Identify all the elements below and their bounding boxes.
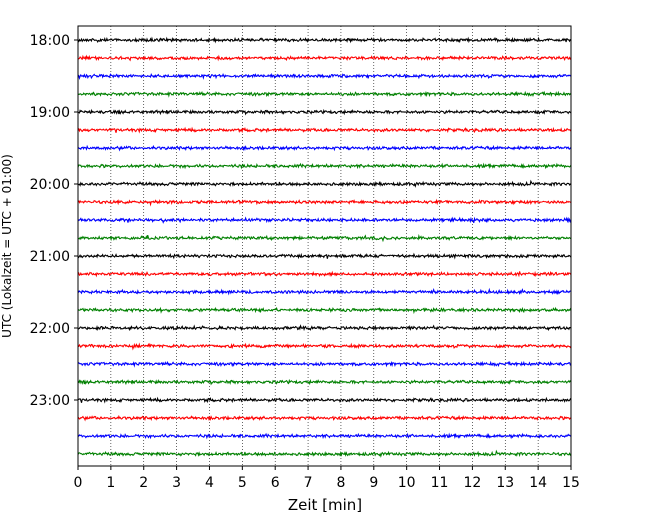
trace-18:45 xyxy=(77,90,572,98)
trace-21:30 xyxy=(77,287,572,296)
x-tick-label: 6 xyxy=(271,475,280,491)
x-tick-label: 1 xyxy=(106,475,115,491)
x-tick-label: 12 xyxy=(463,475,481,491)
x-tick-label: 15 xyxy=(562,475,580,491)
x-tick-label: 10 xyxy=(398,475,416,491)
x-axis-label: Zeit [min] xyxy=(288,496,362,514)
trace-19:45 xyxy=(77,162,572,170)
y-tick-label: 20:00 xyxy=(30,177,70,193)
trace-18:00 xyxy=(77,36,572,44)
y-tick-label: 19:00 xyxy=(30,105,70,121)
x-tick-label: 0 xyxy=(74,475,83,491)
x-tick-label: 8 xyxy=(336,475,345,491)
trace-20:45 xyxy=(77,233,572,243)
trace-22:45 xyxy=(77,378,572,386)
y-tick-label: 18:00 xyxy=(30,33,70,49)
x-tick-label: 11 xyxy=(431,475,449,491)
plot-frame xyxy=(77,25,572,467)
trace-18:30 xyxy=(77,72,572,80)
y-axis-label: UTC (Lokalzeit = UTC + 01:00) xyxy=(0,154,14,338)
trace-19:30 xyxy=(77,144,572,152)
trace-20:00 xyxy=(77,179,572,188)
x-tick-label: 2 xyxy=(139,475,148,491)
trace-23:30 xyxy=(77,432,572,440)
x-tick-label: 5 xyxy=(238,475,247,491)
trace-22:15 xyxy=(77,342,572,351)
trace-23:15 xyxy=(77,414,572,422)
trace-21:15 xyxy=(77,270,572,278)
y-tick-label: 21:00 xyxy=(30,249,70,265)
trace-19:15 xyxy=(77,126,572,134)
trace-22:30 xyxy=(77,360,572,368)
trace-22:00 xyxy=(77,324,572,332)
trace-18:15 xyxy=(77,54,572,62)
trace-20:30 xyxy=(77,216,572,224)
x-tick-label: 3 xyxy=(172,475,181,491)
trace-20:15 xyxy=(77,198,572,207)
x-tick-label: 14 xyxy=(529,475,547,491)
x-tick-label: 13 xyxy=(496,475,514,491)
y-axis: 18:00 19:00 20:00 21:00 22:00 23:00 xyxy=(30,33,78,409)
trace-23:00 xyxy=(77,396,572,404)
trace-21:45 xyxy=(77,306,572,315)
traces xyxy=(77,36,572,458)
trace-19:00 xyxy=(77,108,571,116)
x-tick-label: 4 xyxy=(205,475,214,491)
trace-23:45 xyxy=(77,449,572,458)
y-tick-label: 22:00 xyxy=(30,321,70,337)
trace-21:00 xyxy=(77,252,572,260)
x-tick-label: 7 xyxy=(304,475,313,491)
x-axis: 0 1 2 3 4 5 6 7 8 9 10 11 12 13 14 15 xyxy=(74,466,580,491)
grid-lines xyxy=(110,26,539,466)
y-tick-label: 23:00 xyxy=(30,393,70,409)
x-tick-label: 9 xyxy=(369,475,378,491)
